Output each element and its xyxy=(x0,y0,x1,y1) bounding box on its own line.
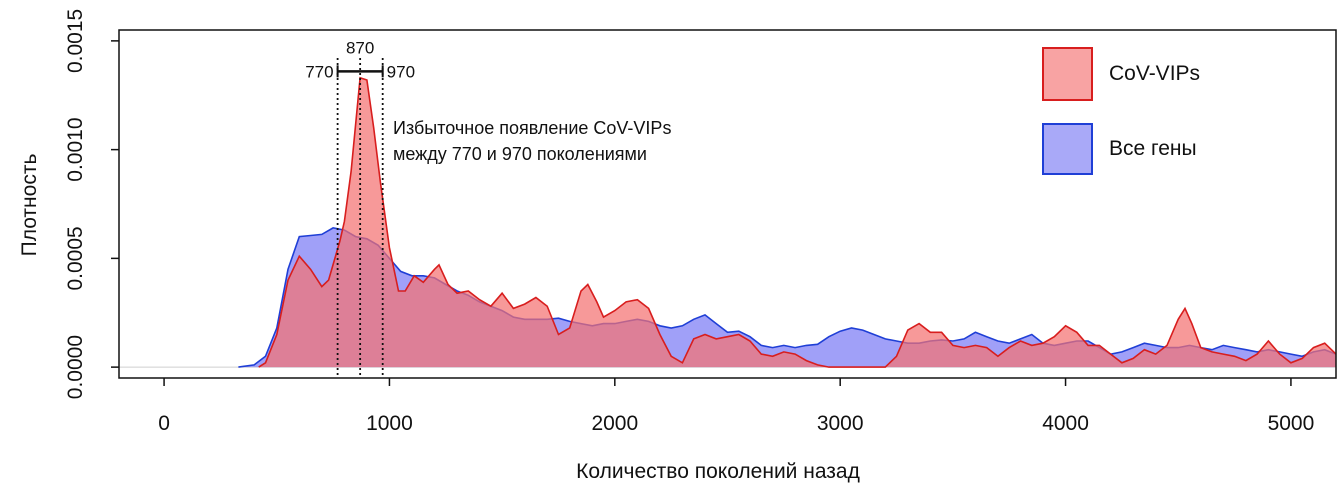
x-axis-label: Количество поколений назад xyxy=(576,460,860,483)
y-tick-label-0.0015: 0.0015 xyxy=(64,9,87,73)
ref-label-870: 870 xyxy=(346,38,374,57)
x-tick-label-2000: 2000 xyxy=(591,412,638,435)
y-tick-label-0.0010: 0.0010 xyxy=(64,117,87,181)
x-tick-label-1000: 1000 xyxy=(366,412,413,435)
legend-swatch-cov-vips xyxy=(1042,47,1093,101)
legend-label-all-genes: Все гены xyxy=(1109,137,1197,160)
annotation-line-2: между 770 и 970 поколениями xyxy=(393,144,647,164)
y-axis-label: Плотность xyxy=(18,154,41,257)
line-cov-vips xyxy=(258,76,1336,368)
y-tick-label-0.0005: 0.0005 xyxy=(64,226,87,290)
x-tick-label-3000: 3000 xyxy=(817,412,864,435)
x-tick-label-0: 0 xyxy=(158,412,170,435)
legend-label-cov-vips: CoV-VIPs xyxy=(1109,62,1200,85)
x-tick-label-5000: 5000 xyxy=(1268,412,1315,435)
area-cov-vips xyxy=(258,77,1336,368)
line-all-genes xyxy=(238,227,1336,368)
x-axis: 0 1000 2000 3000 4000 5000 xyxy=(158,378,1314,435)
ref-label-970: 970 xyxy=(387,62,415,81)
reference-lines: 770 870 970 xyxy=(305,38,415,376)
legend: CoV-VIPs Все гены xyxy=(1042,47,1200,175)
x-tick-label-4000: 4000 xyxy=(1042,412,1089,435)
series-layer xyxy=(119,76,1336,368)
y-axis: 0.0000 0.0005 0.0010 0.0015 xyxy=(64,9,119,399)
legend-swatch-all-genes xyxy=(1042,123,1093,175)
annotation-line-1: Избыточное появление CoV-VIPs xyxy=(393,118,671,138)
plot-frame xyxy=(118,29,1337,379)
y-tick-label-0.0000: 0.0000 xyxy=(64,335,87,399)
ref-label-770: 770 xyxy=(305,62,333,81)
